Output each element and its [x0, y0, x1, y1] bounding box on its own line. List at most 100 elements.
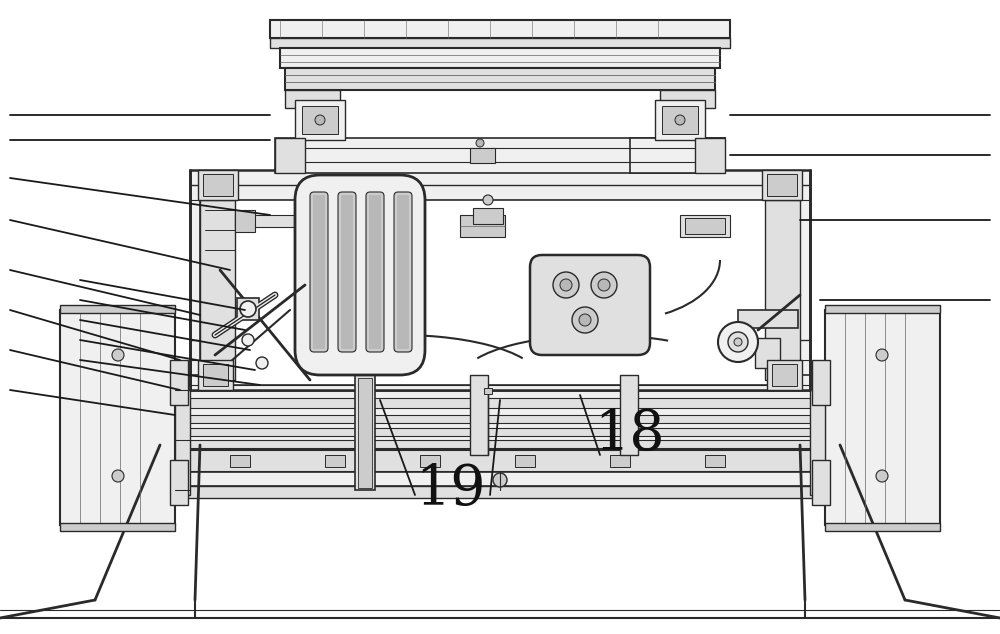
- Bar: [200, 200, 235, 380]
- Bar: [170, 460, 188, 505]
- Bar: [280, 48, 720, 68]
- Bar: [190, 428, 810, 436]
- Circle shape: [256, 357, 268, 369]
- FancyBboxPatch shape: [310, 192, 328, 352]
- Bar: [203, 364, 228, 386]
- Bar: [190, 440, 810, 448]
- Circle shape: [718, 322, 758, 362]
- Circle shape: [876, 470, 888, 482]
- Bar: [705, 455, 725, 467]
- Text: 18: 18: [595, 408, 665, 462]
- FancyBboxPatch shape: [394, 192, 412, 352]
- Bar: [325, 455, 345, 467]
- Bar: [295, 100, 345, 140]
- Circle shape: [591, 272, 617, 298]
- Bar: [230, 455, 250, 467]
- Bar: [313, 195, 325, 349]
- Bar: [825, 523, 940, 531]
- Circle shape: [675, 115, 685, 125]
- Bar: [200, 200, 800, 385]
- FancyBboxPatch shape: [530, 255, 650, 355]
- Bar: [660, 90, 715, 108]
- Bar: [285, 68, 715, 90]
- Circle shape: [112, 349, 124, 361]
- Bar: [341, 195, 353, 349]
- Bar: [695, 138, 725, 173]
- Bar: [473, 208, 503, 224]
- Bar: [515, 455, 535, 467]
- Text: 19: 19: [415, 463, 485, 517]
- Bar: [655, 100, 705, 140]
- Bar: [738, 310, 798, 328]
- Bar: [358, 378, 372, 488]
- Circle shape: [553, 272, 579, 298]
- Circle shape: [483, 195, 493, 205]
- Bar: [825, 305, 940, 313]
- Bar: [765, 200, 800, 380]
- FancyBboxPatch shape: [338, 192, 356, 352]
- Circle shape: [242, 334, 254, 346]
- Bar: [685, 218, 725, 234]
- Bar: [812, 460, 830, 505]
- Bar: [610, 455, 630, 467]
- Bar: [270, 20, 730, 38]
- Bar: [767, 360, 802, 390]
- Bar: [397, 195, 409, 349]
- Bar: [302, 106, 338, 134]
- Bar: [285, 90, 340, 108]
- Bar: [270, 38, 730, 48]
- Bar: [825, 310, 940, 525]
- Bar: [237, 298, 259, 320]
- Circle shape: [572, 307, 598, 333]
- Bar: [630, 138, 725, 173]
- Bar: [755, 338, 780, 368]
- Bar: [60, 305, 175, 313]
- Circle shape: [242, 303, 254, 315]
- Bar: [460, 215, 505, 237]
- Bar: [185, 472, 815, 486]
- Circle shape: [734, 338, 742, 346]
- Bar: [175, 385, 190, 495]
- Bar: [185, 390, 815, 450]
- Circle shape: [876, 349, 888, 361]
- Bar: [470, 148, 495, 163]
- Bar: [198, 170, 238, 200]
- Bar: [170, 360, 188, 405]
- Circle shape: [315, 115, 325, 125]
- Bar: [60, 523, 175, 531]
- Bar: [185, 450, 815, 472]
- Bar: [190, 170, 810, 390]
- Bar: [762, 170, 802, 200]
- Bar: [662, 106, 698, 134]
- Bar: [235, 215, 365, 227]
- Bar: [420, 455, 440, 467]
- Bar: [470, 375, 488, 455]
- FancyBboxPatch shape: [366, 192, 384, 352]
- Bar: [275, 138, 725, 173]
- Bar: [620, 375, 638, 455]
- Bar: [235, 210, 255, 232]
- Bar: [185, 486, 815, 498]
- Bar: [355, 375, 375, 490]
- Circle shape: [728, 332, 748, 352]
- Bar: [810, 385, 825, 495]
- Circle shape: [493, 473, 507, 487]
- Bar: [190, 398, 810, 408]
- Bar: [767, 174, 797, 196]
- Circle shape: [112, 470, 124, 482]
- Bar: [772, 364, 797, 386]
- Bar: [484, 388, 492, 394]
- Bar: [60, 310, 175, 525]
- Circle shape: [476, 139, 484, 147]
- Bar: [198, 360, 233, 390]
- Circle shape: [560, 279, 572, 291]
- FancyBboxPatch shape: [295, 175, 425, 375]
- Bar: [275, 138, 305, 173]
- Bar: [203, 174, 233, 196]
- Bar: [369, 195, 381, 349]
- Circle shape: [240, 301, 256, 317]
- Circle shape: [579, 314, 591, 326]
- Bar: [680, 215, 730, 237]
- Bar: [812, 360, 830, 405]
- Bar: [190, 415, 810, 423]
